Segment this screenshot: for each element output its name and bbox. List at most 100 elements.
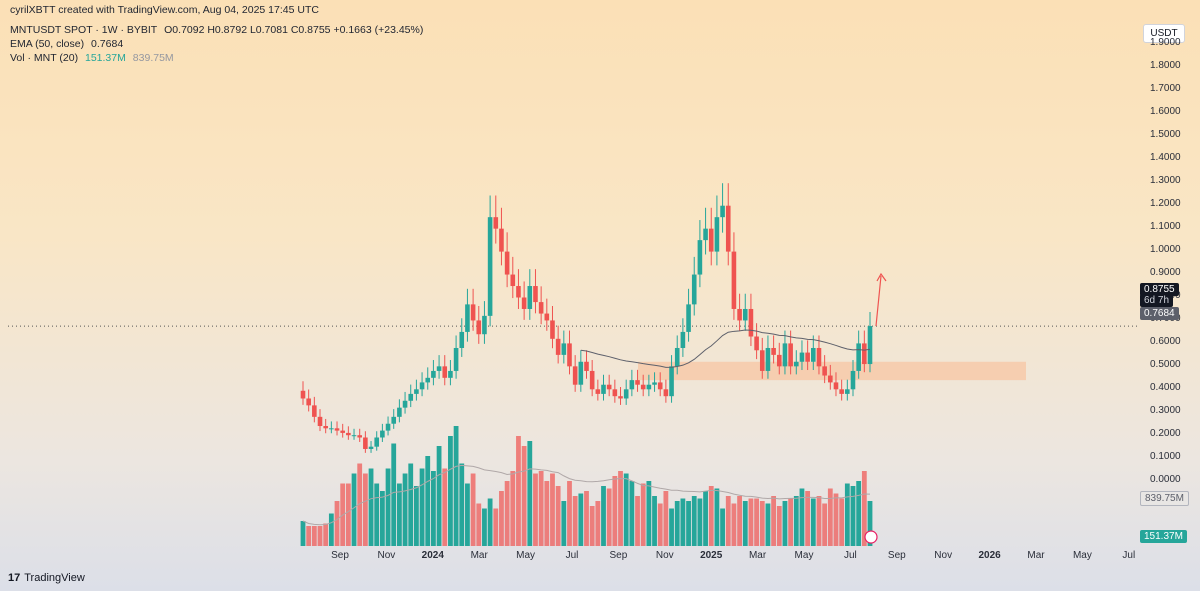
volume-bar — [402, 473, 408, 546]
volume-bar — [822, 503, 828, 546]
candle-body — [578, 361, 584, 385]
volume-bar — [606, 488, 612, 546]
volume-bar — [572, 496, 578, 546]
candle-body — [380, 430, 385, 438]
candle-body — [521, 297, 527, 309]
vol-label: Vol · MNT (20) — [10, 52, 79, 64]
volume-bar — [436, 446, 442, 546]
candle-body — [674, 347, 680, 367]
volume-bar — [714, 488, 720, 546]
volume-bar — [448, 436, 453, 546]
candle-body — [742, 308, 748, 321]
ohlc-readout: O0.7092 H0.8792 L0.7081 C0.8755 +0.1663 … — [164, 24, 424, 36]
x-tick-label: Sep — [887, 550, 906, 561]
candle-body — [867, 326, 873, 365]
candle-body — [482, 315, 487, 335]
candle-body — [595, 389, 601, 394]
candle-body — [686, 304, 691, 332]
x-tick-label: Nov — [934, 550, 953, 561]
candle-body — [703, 228, 708, 241]
y-tick-label: 1.1000 — [1150, 221, 1181, 232]
candle-body — [799, 352, 805, 362]
candle-body — [771, 347, 776, 355]
volume-bar — [703, 491, 708, 546]
y-tick-label: 1.3000 — [1150, 175, 1181, 186]
ema-legend[interactable]: EMA (50, close) 0.7684 — [10, 38, 127, 50]
candle-body — [788, 343, 793, 367]
candle-body — [839, 389, 844, 394]
volume-bar — [748, 498, 754, 546]
candle-body — [408, 393, 414, 401]
volume-bar — [414, 486, 419, 546]
x-tick-label: Sep — [609, 550, 628, 561]
volume-bar — [465, 483, 470, 546]
volume-bar — [708, 486, 714, 546]
volume-bar — [844, 483, 850, 546]
volume-bar — [323, 523, 329, 546]
volume-bar — [408, 463, 414, 546]
currency-button[interactable]: USDT — [1143, 24, 1185, 43]
candle-body — [351, 435, 357, 437]
candle-body — [397, 407, 402, 417]
candle-body — [811, 347, 816, 362]
candle-body — [652, 382, 657, 385]
candle-body — [465, 304, 470, 332]
x-tick-label: Nov — [655, 550, 674, 561]
candle-body — [516, 286, 521, 298]
candle-body — [640, 384, 646, 390]
volume-bar — [629, 481, 635, 546]
candle-body — [561, 343, 567, 355]
volume-bar — [680, 498, 686, 546]
volume-bar — [374, 483, 380, 546]
volume-bar — [533, 473, 538, 546]
volume-bar — [493, 508, 499, 546]
candle-body — [425, 377, 431, 383]
volume-bar — [425, 456, 431, 546]
candle-body — [793, 361, 799, 367]
candle-body — [754, 336, 759, 351]
projection-arrow — [875, 272, 887, 327]
candle-body — [714, 217, 720, 252]
volume-bar — [334, 501, 340, 546]
events-marker-icon — [864, 530, 878, 544]
volume-bar — [459, 463, 465, 546]
candle-body — [765, 347, 771, 371]
candle-body — [555, 338, 561, 355]
y-tick-label: 1.0000 — [1150, 244, 1181, 255]
symbol-line: MNTUSDT SPOT · 1W · BYBIT O0.7092 H0.879… — [10, 24, 427, 36]
symbol-label: MNTUSDT SPOT · 1W · BYBIT — [10, 24, 158, 36]
candle-body — [323, 426, 328, 429]
vol-ma-badge: 839.75M — [1140, 491, 1189, 506]
support-zone — [638, 361, 1026, 381]
volume-bar — [646, 481, 652, 546]
candle-body — [419, 382, 425, 390]
candle-body — [334, 428, 340, 431]
candle-body — [544, 313, 550, 321]
volume-bar — [487, 498, 493, 546]
candle-body — [459, 331, 465, 348]
volume-bar — [453, 426, 459, 546]
volume-legend[interactable]: Vol · MNT (20) 151.37M 839.75M — [10, 52, 178, 64]
candle-body — [816, 347, 822, 367]
volume-bar — [759, 501, 765, 546]
y-tick-label: 1.8000 — [1150, 60, 1181, 71]
candle-body — [431, 370, 436, 378]
volume-bar — [311, 526, 317, 546]
candle-body — [822, 366, 827, 376]
y-tick-label: 0.9000 — [1150, 267, 1181, 278]
volume-bar — [827, 488, 833, 546]
volume-bar — [419, 468, 425, 546]
volume-bar — [431, 471, 436, 546]
candle-body — [436, 366, 442, 371]
volume-bar — [442, 468, 448, 546]
volume-bar — [578, 493, 584, 546]
volume-bar — [799, 488, 805, 546]
y-tick-label: 0.1000 — [1150, 451, 1181, 462]
volume-bar — [567, 481, 572, 546]
price-badge: 0.8755 — [1140, 283, 1179, 296]
candle-body — [646, 384, 652, 390]
volume-bar — [357, 463, 363, 546]
footer-brand[interactable]: 17 TradingView — [8, 572, 85, 584]
volume-bar — [317, 526, 323, 546]
